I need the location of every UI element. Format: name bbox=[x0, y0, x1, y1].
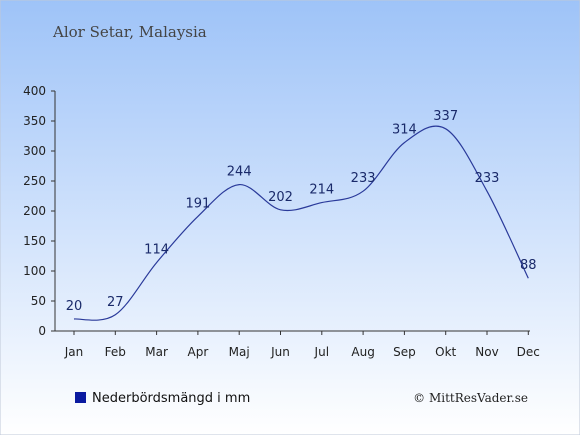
y-tick-label: 400 bbox=[23, 84, 46, 98]
x-tick-label-apr: Apr bbox=[188, 345, 209, 359]
x-tick-label-nov: Nov bbox=[475, 345, 498, 359]
legend-label: Nederbördsmängd i mm bbox=[92, 391, 250, 406]
data-label-aug: 233 bbox=[351, 171, 376, 186]
x-tick-label-jan: Jan bbox=[64, 345, 84, 359]
credit-text: © MittResVader.se bbox=[413, 391, 528, 405]
data-label-jun: 202 bbox=[268, 190, 293, 205]
location-title: Alor Setar, Malaysia bbox=[52, 23, 207, 41]
y-tick-label: 250 bbox=[23, 174, 46, 188]
data-label-mar: 114 bbox=[144, 243, 169, 258]
y-tick-label: 350 bbox=[23, 114, 46, 128]
x-tick-label-jun: Jun bbox=[270, 345, 290, 359]
data-label-dec: 88 bbox=[520, 258, 537, 273]
x-tick-label-aug: Aug bbox=[351, 345, 374, 359]
data-label-jul: 214 bbox=[309, 183, 334, 198]
data-label-maj: 244 bbox=[227, 165, 252, 180]
data-label-apr: 191 bbox=[185, 196, 210, 211]
data-labels: 20 27 114 191 244 202 214 233 314 337 233 88 bbox=[66, 109, 537, 314]
data-label-okt: 337 bbox=[433, 109, 458, 124]
precipitation-line bbox=[73, 125, 529, 321]
data-label-sep: 314 bbox=[392, 123, 417, 138]
x-tick-label-feb: Feb bbox=[105, 345, 126, 359]
x-tick-label-sep: Sep bbox=[393, 345, 416, 359]
y-ticks: 0 50 100 150 200 250 300 350 400 bbox=[23, 84, 55, 338]
data-label-feb: 27 bbox=[107, 295, 124, 310]
x-tick-label-dec: Dec bbox=[517, 345, 540, 359]
x-tick-label-maj: Maj bbox=[229, 345, 250, 359]
y-tick-label: 300 bbox=[23, 144, 46, 158]
x-tick-label-okt: Okt bbox=[435, 345, 456, 359]
y-tick-label: 100 bbox=[23, 264, 46, 278]
x-ticks: Jan Feb Mar Apr Maj Jun Jul Aug Sep Okt Nov Dec bbox=[64, 331, 540, 359]
y-tick-label: 200 bbox=[23, 204, 46, 218]
data-label-nov: 233 bbox=[475, 171, 500, 186]
x-tick-label-jul: Jul bbox=[314, 345, 329, 359]
data-label-jan: 20 bbox=[66, 299, 83, 314]
legend-swatch bbox=[75, 392, 86, 403]
y-tick-label: 50 bbox=[31, 294, 46, 308]
y-tick-label: 0 bbox=[38, 324, 46, 338]
y-tick-label: 150 bbox=[23, 234, 46, 248]
x-tick-label-mar: Mar bbox=[145, 345, 168, 359]
